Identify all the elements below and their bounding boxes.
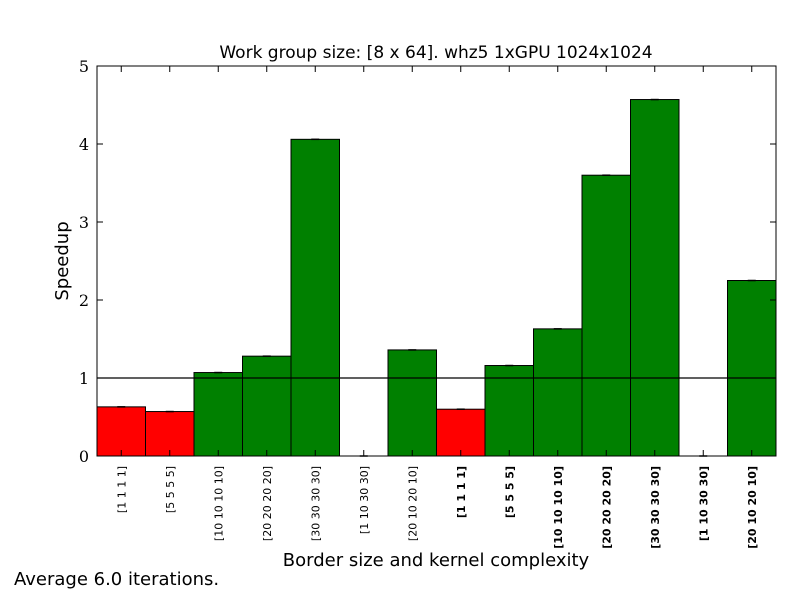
x-tick-label-8: [5 5 5 5] bbox=[503, 466, 516, 518]
y-tick-label-2: 2 bbox=[79, 291, 89, 310]
x-axis-label: Border size and kernel complexity bbox=[283, 550, 590, 571]
bar-11 bbox=[630, 99, 680, 457]
bar-3 bbox=[242, 355, 292, 457]
y-tick-label-3: 3 bbox=[79, 213, 89, 232]
y-tick-label-1: 1 bbox=[79, 369, 89, 388]
bar-1 bbox=[145, 411, 195, 457]
bar-4 bbox=[290, 138, 340, 457]
bar-9 bbox=[533, 328, 583, 457]
y-tick-label-4: 4 bbox=[79, 135, 89, 154]
x-tick-label-5: [1 10 30 30] bbox=[358, 466, 371, 534]
x-axis: [1 1 1 1] [5 5 5 5] [10 10 10 10] [20 20 20… bbox=[115, 66, 759, 549]
x-tick-label-10: [20 20 20 20] bbox=[600, 466, 613, 549]
chart-title: Work group size: [8 x 64]. whz5 1xGPU 10… bbox=[219, 43, 652, 63]
x-tick-label-12: [1 10 30 30] bbox=[697, 466, 710, 541]
x-tick-label-13: [20 10 20 10] bbox=[746, 466, 759, 549]
y-tick-label-0: 0 bbox=[79, 447, 89, 466]
y-axis-label: Speedup bbox=[52, 221, 73, 300]
bar-7 bbox=[436, 408, 486, 457]
bar-8 bbox=[484, 365, 534, 457]
bar-0 bbox=[96, 406, 146, 457]
x-tick-label-9: [10 10 10 10] bbox=[552, 466, 565, 549]
plot-frame bbox=[96, 65, 777, 457]
x-tick-label-2: [10 10 10 10] bbox=[212, 466, 225, 541]
y-tick-label-5: 5 bbox=[79, 57, 89, 76]
y-axis: 0 1 2 3 4 5 bbox=[79, 57, 776, 466]
footnote: Average 6.0 iterations. bbox=[14, 569, 220, 590]
x-tick-label-0: [1 1 1 1] bbox=[115, 466, 128, 513]
x-tick-label-3: [20 20 20 20] bbox=[261, 466, 274, 541]
x-tick-label-11: [30 30 30 30] bbox=[649, 466, 662, 549]
x-tick-label-1: [5 5 5 5] bbox=[164, 466, 177, 513]
x-tick-label-6: [20 10 20 10] bbox=[406, 466, 419, 541]
bar-13 bbox=[727, 280, 777, 457]
bar-2 bbox=[193, 372, 243, 457]
bar-6 bbox=[387, 349, 437, 457]
x-tick-label-4: [30 30 30 30] bbox=[309, 466, 322, 541]
x-tick-label-7: [1 1 1 1] bbox=[455, 466, 468, 518]
bar-10 bbox=[581, 174, 631, 457]
bars-group bbox=[96, 98, 777, 457]
